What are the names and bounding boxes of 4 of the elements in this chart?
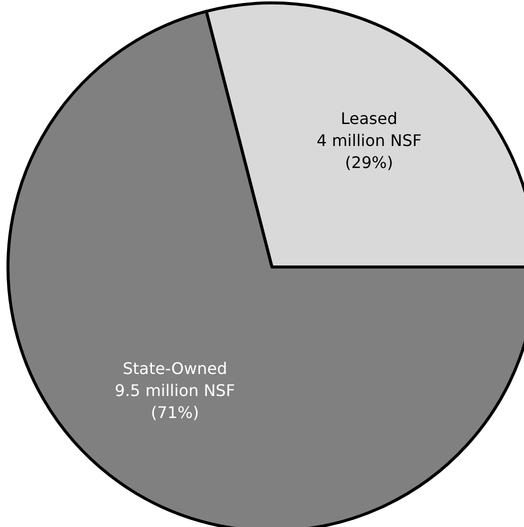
- slice-label: Leased: [340, 109, 398, 128]
- data-label: 9.5 million NSF (71%): [114, 382, 236, 423]
- slice-label: State-Owned: [122, 360, 228, 379]
- data-label: 4 million NSF (29%): [316, 131, 422, 172]
